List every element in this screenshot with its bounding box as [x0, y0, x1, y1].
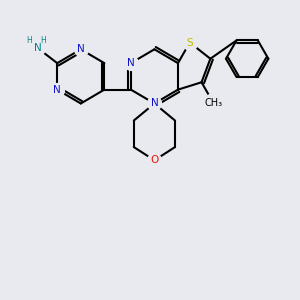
Text: S: S [186, 38, 193, 47]
Text: N: N [77, 44, 85, 54]
Text: H: H [40, 36, 46, 45]
Text: CH₃: CH₃ [204, 98, 222, 108]
Text: N: N [151, 98, 158, 109]
Text: N: N [34, 44, 42, 53]
Text: N: N [53, 85, 61, 94]
Text: H: H [26, 36, 32, 45]
Text: O: O [150, 155, 158, 165]
Text: N: N [127, 58, 135, 68]
